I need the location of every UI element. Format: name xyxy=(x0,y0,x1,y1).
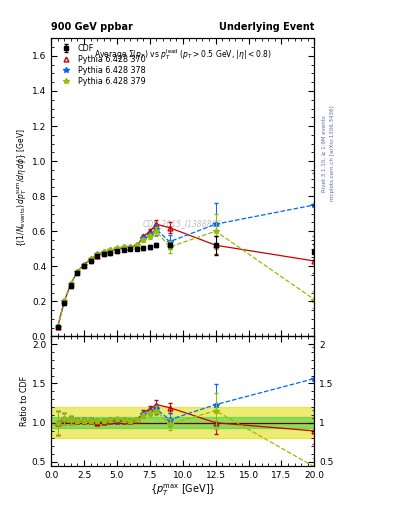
Pythia 6.428 370 xyxy=(154,221,159,227)
Pythia 6.428 370 xyxy=(88,256,93,262)
Pythia 6.428 378 xyxy=(115,246,119,252)
Pythia 6.428 370 xyxy=(213,242,218,248)
Text: CDF_2015_I1388868: CDF_2015_I1388868 xyxy=(143,219,222,228)
Pythia 6.428 370 xyxy=(62,298,67,305)
Line: Pythia 6.428 379: Pythia 6.428 379 xyxy=(55,228,317,330)
Pythia 6.428 379 xyxy=(154,228,159,234)
Legend: CDF, Pythia 6.428 370, Pythia 6.428 378, Pythia 6.428 379: CDF, Pythia 6.428 370, Pythia 6.428 378,… xyxy=(53,41,149,89)
Pythia 6.428 378 xyxy=(167,239,172,245)
Pythia 6.428 379 xyxy=(82,262,86,268)
Pythia 6.428 379 xyxy=(141,237,146,243)
Pythia 6.428 378 xyxy=(134,242,139,248)
Pythia 6.428 370 xyxy=(108,248,113,254)
Pythia 6.428 370 xyxy=(147,228,152,234)
Pythia 6.428 370 xyxy=(312,258,317,264)
Bar xyxy=(51,417,314,428)
Pythia 6.428 379 xyxy=(75,268,80,274)
Pythia 6.428 378 xyxy=(312,202,317,208)
Pythia 6.428 370 xyxy=(115,247,119,253)
Pythia 6.428 379 xyxy=(88,256,93,262)
Line: Pythia 6.428 370: Pythia 6.428 370 xyxy=(55,222,317,329)
Pythia 6.428 379 xyxy=(95,251,99,257)
Pythia 6.428 379 xyxy=(62,298,67,305)
Pythia 6.428 379 xyxy=(68,281,73,287)
Bar xyxy=(51,407,314,438)
Pythia 6.428 378 xyxy=(108,247,113,253)
Pythia 6.428 378 xyxy=(68,281,73,287)
Text: Underlying Event: Underlying Event xyxy=(219,22,314,32)
Y-axis label: $\{(1/N_\mathrm{events})\,dp_T^\mathrm{sum}/d\eta\,d\phi\}$ [GeV]: $\{(1/N_\mathrm{events})\,dp_T^\mathrm{s… xyxy=(16,128,29,247)
Pythia 6.428 378 xyxy=(62,298,67,305)
Pythia 6.428 378 xyxy=(101,249,106,255)
X-axis label: $\{p_T^\mathrm{max}$ [GeV]$\}$: $\{p_T^\mathrm{max}$ [GeV]$\}$ xyxy=(150,482,216,498)
Y-axis label: Ratio to CDF: Ratio to CDF xyxy=(20,376,29,426)
Pythia 6.428 379 xyxy=(128,244,132,250)
Pythia 6.428 378 xyxy=(121,244,126,250)
Pythia 6.428 378 xyxy=(154,226,159,232)
Pythia 6.428 379 xyxy=(121,244,126,250)
Pythia 6.428 370 xyxy=(55,324,60,330)
Pythia 6.428 378 xyxy=(55,324,60,330)
Pythia 6.428 379 xyxy=(147,233,152,240)
Pythia 6.428 378 xyxy=(95,251,99,257)
Pythia 6.428 379 xyxy=(213,228,218,234)
Pythia 6.428 379 xyxy=(167,244,172,250)
Pythia 6.428 370 xyxy=(128,244,132,250)
Pythia 6.428 370 xyxy=(121,245,126,251)
Pythia 6.428 378 xyxy=(128,244,132,250)
Pythia 6.428 370 xyxy=(68,281,73,287)
Pythia 6.428 370 xyxy=(134,243,139,249)
Pythia 6.428 370 xyxy=(101,250,106,256)
Pythia 6.428 378 xyxy=(147,231,152,238)
Pythia 6.428 378 xyxy=(82,262,86,268)
Pythia 6.428 370 xyxy=(75,268,80,274)
Line: Pythia 6.428 378: Pythia 6.428 378 xyxy=(55,202,317,330)
Pythia 6.428 378 xyxy=(141,235,146,241)
Pythia 6.428 379 xyxy=(115,245,119,251)
Pythia 6.428 370 xyxy=(95,252,99,259)
Pythia 6.428 379 xyxy=(101,249,106,255)
Pythia 6.428 370 xyxy=(141,233,146,240)
Pythia 6.428 379 xyxy=(134,242,139,248)
Pythia 6.428 379 xyxy=(55,324,60,330)
Text: Rivet 3.1.10, ≥ 1.9M events: Rivet 3.1.10, ≥ 1.9M events xyxy=(322,115,327,192)
Pythia 6.428 378 xyxy=(75,268,80,274)
Text: Average $\Sigma(p_T)$ vs $p_T^\mathrm{lead}$ ($p_T > 0.5$ GeV, $|\eta| < 0.8$): Average $\Sigma(p_T)$ vs $p_T^\mathrm{le… xyxy=(94,47,272,62)
Pythia 6.428 378 xyxy=(213,221,218,227)
Text: mcplots.cern.ch [arXiv:1306.3436]: mcplots.cern.ch [arXiv:1306.3436] xyxy=(330,106,334,201)
Pythia 6.428 370 xyxy=(167,225,172,231)
Pythia 6.428 379 xyxy=(108,247,113,253)
Pythia 6.428 370 xyxy=(82,262,86,268)
Pythia 6.428 379 xyxy=(312,296,317,303)
Pythia 6.428 378 xyxy=(88,256,93,262)
Text: 900 GeV ppbar: 900 GeV ppbar xyxy=(51,22,133,32)
